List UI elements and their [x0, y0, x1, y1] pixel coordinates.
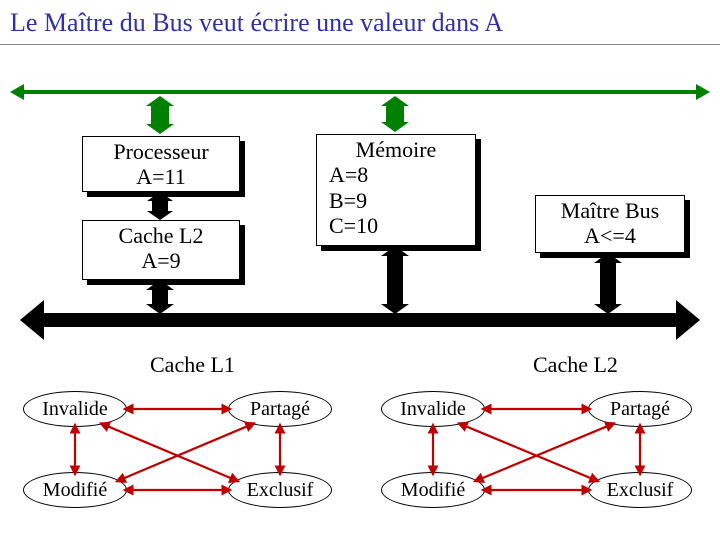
l1-exclusif: Exclusif: [228, 472, 332, 508]
memory-line-b: B=9: [317, 188, 475, 213]
section-cache-l1: Cache L1: [150, 352, 235, 378]
processor-label1: Processeur: [83, 139, 239, 164]
master-label1: Maître Bus: [536, 198, 684, 223]
page-title: Le Maître du Bus veut écrire une valeur …: [10, 8, 503, 38]
cachel2-label2: A=9: [83, 248, 239, 273]
master-box: Maître Bus A<=4: [535, 195, 685, 253]
l2-partage: Partagé: [588, 391, 692, 427]
memory-box: Mémoire A=8 B=9 C=10: [316, 134, 476, 246]
processor-label2: A=11: [83, 164, 239, 189]
processor-box: Processeur A=11: [82, 136, 240, 192]
section-cache-l2: Cache L2: [533, 352, 618, 378]
cachel2-box: Cache L2 A=9: [82, 220, 240, 280]
memory-line-c: C=10: [317, 213, 475, 238]
master-label2: A<=4: [536, 223, 684, 248]
cachel2-label1: Cache L2: [83, 223, 239, 248]
l1-modifie: Modifié: [23, 472, 127, 508]
title-underline: [0, 44, 720, 45]
memory-line-a: A=8: [317, 162, 475, 187]
memory-title: Mémoire: [317, 137, 475, 162]
l2-modifie: Modifié: [381, 472, 485, 508]
l1-partage: Partagé: [228, 391, 332, 427]
l2-invalide: Invalide: [381, 391, 485, 427]
l1-invalide: Invalide: [23, 391, 127, 427]
l2-exclusif: Exclusif: [588, 472, 692, 508]
